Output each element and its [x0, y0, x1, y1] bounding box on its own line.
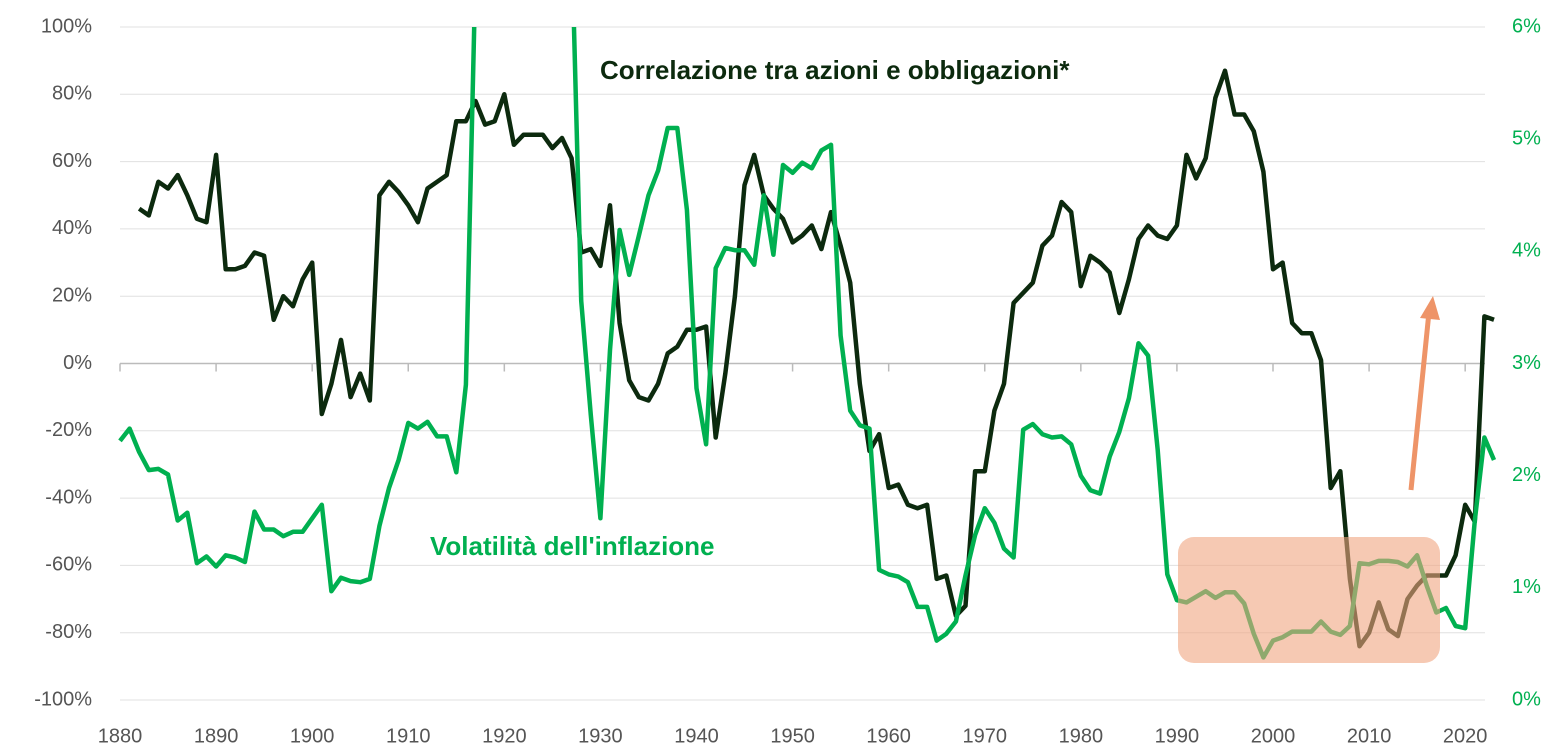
highlight-box — [1178, 537, 1440, 663]
x-tick-label: 1930 — [578, 725, 623, 747]
series-label: Correlazione tra azioni e obbligazioni* — [600, 55, 1070, 85]
x-tick-label: 1990 — [1155, 725, 1200, 747]
y-tick-label: 40% — [52, 217, 92, 239]
arrow-shaft — [1408, 311, 1432, 491]
x-tick-label: 1910 — [386, 725, 431, 747]
x-tick-label: 1880 — [98, 725, 143, 747]
arrow-head — [1420, 296, 1440, 320]
y2-tick-label: 3% — [1512, 352, 1541, 374]
x-tick-label: 1920 — [482, 725, 527, 747]
x-tick-label: 1980 — [1059, 725, 1104, 747]
y-tick-label: -20% — [45, 419, 92, 441]
y2-tick-label: 6% — [1512, 15, 1541, 37]
y2-tick-label: 0% — [1512, 688, 1541, 710]
y2-tick-label: 2% — [1512, 464, 1541, 486]
x-tick-label: 2020 — [1443, 725, 1488, 747]
y-tick-label: 100% — [41, 15, 92, 37]
x-tick-label: 1950 — [770, 725, 815, 747]
x-tick-label: 1970 — [963, 725, 1008, 747]
y2-tick-label: 1% — [1512, 576, 1541, 598]
series-line — [137, 68, 1495, 649]
y-tick-label: 60% — [52, 150, 92, 172]
x-tick-label: 2010 — [1347, 725, 1392, 747]
y-tick-label: -80% — [45, 621, 92, 643]
y-tick-label: 80% — [52, 83, 92, 105]
x-tick-label: 1960 — [866, 725, 911, 747]
series-label: Volatilità dell'inflazione — [430, 531, 715, 561]
x-tick-label: 1900 — [290, 725, 335, 747]
y2-tick-label: 5% — [1512, 127, 1541, 149]
y-tick-label: -40% — [45, 486, 92, 508]
y2-tick-label: 4% — [1512, 240, 1541, 262]
y-tick-label: -100% — [34, 688, 92, 710]
x-tick-label: 1940 — [674, 725, 719, 747]
y-tick-label: 0% — [63, 352, 92, 374]
y-tick-label: 20% — [52, 284, 92, 306]
y-tick-label: -60% — [45, 554, 92, 576]
x-tick-label: 1890 — [194, 725, 239, 747]
x-tick-label: 2000 — [1251, 725, 1296, 747]
labels: -100% -80% -60% -40% -20% 0% 20% 40% 60% 80% 100% 0… — [34, 15, 1541, 747]
